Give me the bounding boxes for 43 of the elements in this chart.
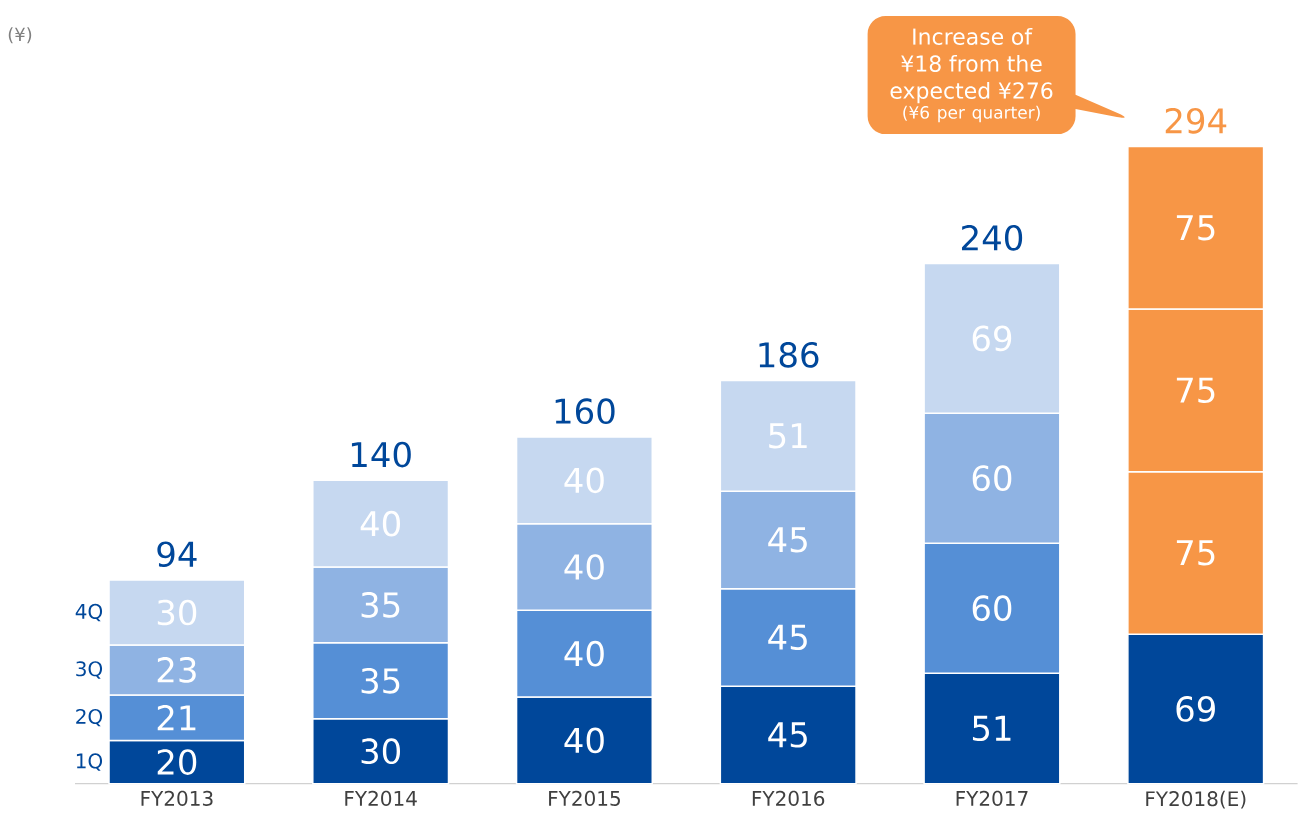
data-label: 75	[1176, 215, 1215, 241]
data-label: 40	[564, 640, 604, 667]
total-label: 160	[555, 398, 615, 425]
data-label: 30	[157, 599, 197, 626]
x-tick-label: FY2015	[549, 790, 620, 807]
data-label: 40	[564, 467, 604, 494]
series-label: 3Q	[76, 661, 103, 679]
text: (¥)	[8, 27, 32, 44]
x-tick-label: FY2013	[141, 790, 213, 807]
series-label: 2Q	[76, 709, 103, 727]
data-label: 51	[972, 715, 1011, 742]
data-label: 30	[361, 738, 401, 765]
data-label: 69	[972, 325, 1012, 352]
x-tick-label: FY2017	[956, 790, 1028, 807]
data-label: 20	[157, 749, 197, 776]
x-tick-label: FY2016	[752, 790, 825, 807]
data-label: 21	[157, 705, 196, 731]
data-label: 45	[768, 624, 807, 651]
data-label: 51	[769, 423, 807, 449]
total-label: 294	[1165, 108, 1227, 134]
total-label: 94	[157, 541, 197, 568]
x-tick-label: FY2018(E)	[1146, 790, 1246, 809]
data-label: 40	[564, 727, 604, 754]
data-label: 60	[972, 595, 1012, 622]
data-label: 23	[157, 657, 196, 683]
series-label: 1Q	[76, 753, 103, 771]
data-label: 35	[361, 592, 400, 618]
data-label: 40	[360, 510, 401, 537]
total-label: 140	[351, 441, 411, 468]
total-label: 186	[759, 342, 819, 368]
total-label: 240	[962, 225, 1023, 251]
data-label: 45	[768, 722, 807, 748]
data-label: 75	[1176, 540, 1215, 566]
data-label: 45	[768, 527, 807, 553]
data-label: 60	[972, 465, 1012, 492]
data-label: 40	[564, 554, 604, 580]
data-label: 35	[361, 668, 400, 694]
series-label: 4Q	[75, 603, 103, 622]
text: Increase of ¥18 from the expected ¥276	[890, 28, 1053, 104]
text: (¥6 per quarter)	[903, 105, 1040, 123]
x-tick-label: FY2014	[345, 790, 417, 807]
data-label: 69	[1176, 696, 1215, 722]
data-label: 75	[1176, 377, 1215, 404]
